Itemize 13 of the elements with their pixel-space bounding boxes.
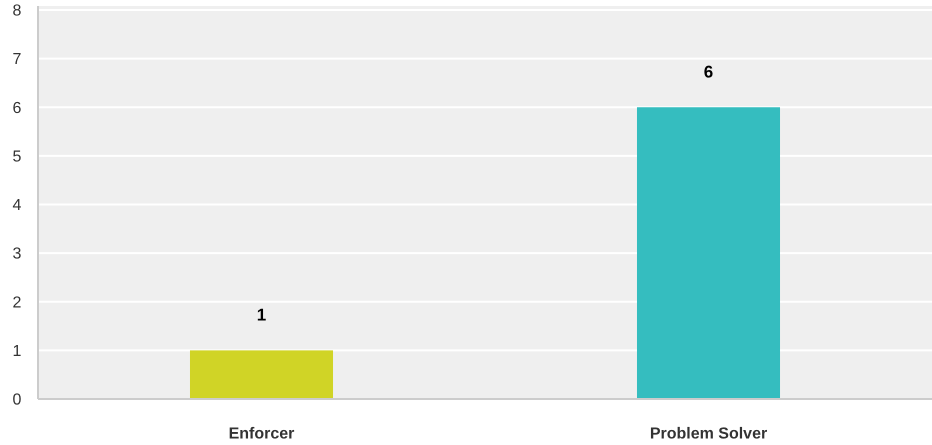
- y-tick-label: 5: [12, 148, 22, 166]
- y-tick-label: 4: [12, 197, 22, 214]
- x-tick-label: Enforcer: [228, 426, 294, 443]
- data-label: 1: [256, 305, 266, 324]
- x-tick-label: Problem Solver: [650, 426, 768, 443]
- y-tick-label: 3: [12, 246, 22, 263]
- y-tick-label: 2: [12, 294, 22, 312]
- y-tick-label: 0: [12, 392, 22, 409]
- data-label: 6: [704, 62, 714, 82]
- y-tick-label: 7: [12, 51, 22, 68]
- y-tick-label: 1: [12, 342, 22, 360]
- y-tick-label: 6: [12, 100, 22, 117]
- y-tick-label: 8: [12, 2, 22, 20]
